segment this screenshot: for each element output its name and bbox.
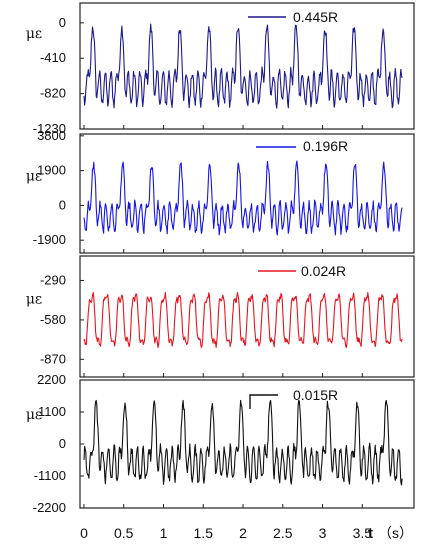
y-tick-label: -410 [40, 50, 66, 65]
legend-line [249, 394, 278, 409]
x-tick-label: 3.5 [353, 525, 373, 541]
panel-3: -290 -580 -870 με 0.024R [26, 255, 415, 378]
y-tick-label: -580 [40, 312, 66, 327]
y-axis-label: με [26, 407, 42, 423]
y-tick-label: 2200 [37, 372, 66, 387]
x-tick-label: 3 [319, 525, 327, 541]
series-line [83, 291, 403, 349]
legend-label: 0.015R [293, 387, 338, 403]
y-tick-label: 0 [59, 197, 66, 212]
x-axis: 0 0.5 1 1.5 2 2.5 3 3.5 t （s） [80, 525, 413, 542]
x-tick-label: 1 [160, 525, 168, 541]
y-tick-label: 0 [59, 15, 66, 30]
panels-layer: 0 -410 -820 -1230 με 0.445R 3800 1900 0 -1900 με 0.… [26, 2, 415, 515]
legend-label: 0.196R [303, 138, 348, 154]
panel-frame [79, 379, 415, 509]
y-tick-label: -290 [40, 272, 66, 287]
panel-frame [79, 2, 415, 130]
panel-2: 3800 1900 0 -1900 με 0.196R [26, 128, 415, 254]
x-tick-label: 0 [80, 525, 88, 541]
y-tick-label: -2200 [33, 500, 66, 515]
panel-1: 0 -410 -820 -1230 με 0.445R [26, 2, 415, 136]
y-tick-label: -820 [40, 86, 66, 101]
legend-label: 0.445R [293, 9, 338, 25]
y-tick-label: -1900 [33, 232, 66, 247]
x-tick-label: 1.5 [194, 525, 214, 541]
x-axis-unit: （s） [378, 525, 413, 541]
series-line [83, 399, 403, 486]
y-tick-label: 3800 [37, 128, 66, 143]
x-tick-label: 2.5 [273, 525, 293, 541]
panel-frame [79, 255, 415, 378]
x-axis-label: t [368, 525, 373, 542]
y-axis-label: με [26, 292, 42, 308]
y-tick-label: -870 [40, 351, 66, 366]
series-line [83, 160, 403, 236]
y-tick-label: 1100 [38, 404, 66, 419]
x-tick-labels: 0 0.5 1 1.5 2 2.5 3 3.5 [80, 525, 372, 541]
x-tick-label: 2 [239, 525, 247, 541]
y-tick-label: -1230 [33, 121, 66, 136]
legend-label: 0.024R [301, 263, 346, 279]
y-tick-label: 1900 [37, 163, 66, 178]
y-tick-label: 0 [59, 436, 66, 451]
x-tick-label: 0.5 [114, 525, 134, 541]
panel-frame [79, 133, 415, 254]
y-axis-label: με [26, 26, 42, 42]
y-axis-label: με [26, 169, 42, 185]
y-tick-label: -1100 [34, 468, 66, 483]
panel-4: 2200 1100 0 -1100 -2200 με 0.015R [26, 372, 415, 515]
series-line [83, 23, 403, 109]
